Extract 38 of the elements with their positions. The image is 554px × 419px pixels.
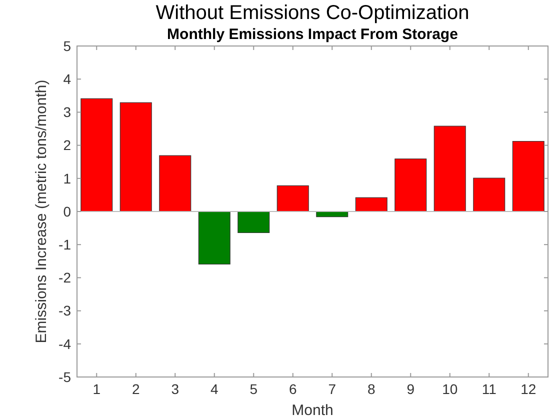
x-tick-label: 8 (367, 381, 376, 397)
bar (355, 197, 388, 212)
bar (276, 185, 309, 212)
x-tick-label: 3 (171, 381, 180, 397)
y-tick-label: 1 (63, 170, 72, 186)
x-tick-label: 1 (92, 381, 101, 397)
bar (80, 98, 113, 212)
y-axis-title: Emissions Increase (metric tons/month) (33, 80, 50, 344)
bar (159, 155, 192, 212)
bar (120, 102, 152, 212)
bar (394, 158, 427, 212)
x-axis-title: Month (292, 402, 334, 419)
x-tick-label: 11 (482, 381, 497, 397)
x-tick-label: 2 (132, 381, 140, 397)
y-tick-label: 2 (63, 137, 72, 154)
y-tick-label: 3 (63, 104, 72, 120)
y-tick-label: -4 (58, 336, 72, 352)
y-tick-label: -5 (58, 368, 72, 385)
y-tick-label: 4 (63, 71, 72, 87)
x-tick-label: 10 (442, 381, 458, 397)
chart-subtitle: Monthly Emissions Impact From Storage (167, 26, 458, 43)
y-tick-label: -3 (58, 302, 72, 319)
bar (473, 178, 506, 212)
bar (238, 211, 270, 233)
y-tick-label: -2 (58, 270, 72, 286)
x-tick-label: 9 (406, 381, 415, 397)
x-tick-label: 7 (328, 381, 336, 397)
bar (512, 141, 544, 212)
y-tick-label: 0 (63, 203, 72, 220)
bar (434, 126, 466, 212)
y-tick-label: 5 (63, 38, 72, 54)
x-tick-label: 12 (520, 381, 536, 397)
x-tick-label: 6 (288, 381, 297, 397)
chart-title: Without Emissions Co-Optimization (156, 2, 470, 24)
x-tick-label: 4 (210, 381, 218, 397)
bar (198, 211, 230, 264)
x-tick-label: 5 (250, 381, 258, 397)
y-tick-label: -1 (58, 236, 72, 252)
